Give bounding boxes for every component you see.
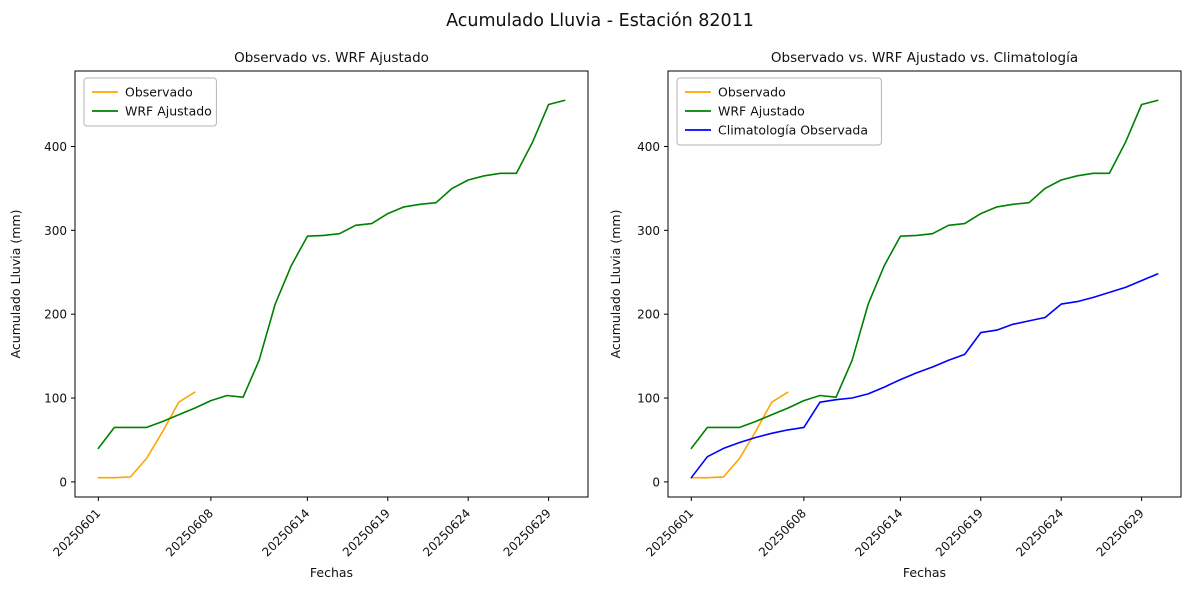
y-tick-label: 300 xyxy=(44,224,67,238)
x-tick-label: 20250614 xyxy=(259,506,312,559)
legend-box xyxy=(83,77,217,127)
legend-box xyxy=(676,77,882,146)
x-tick-label: 20250624 xyxy=(1013,506,1066,559)
x-tick-label: 20250629 xyxy=(1094,506,1147,559)
legend-label: Observado xyxy=(718,85,786,100)
x-tick-label: 20250608 xyxy=(756,506,809,559)
y-tick-label: 400 xyxy=(637,140,660,154)
x-axis-label: Fechas xyxy=(310,565,353,580)
x-tick-label: 20250601 xyxy=(50,506,103,559)
plot-frame xyxy=(74,70,589,498)
x-tick-label: 20250619 xyxy=(340,506,393,559)
series-line-observado xyxy=(690,391,789,479)
y-axis-label: Acumulado Lluvia (mm) xyxy=(8,210,23,359)
x-tick-label: 20250629 xyxy=(501,506,554,559)
plot-frame xyxy=(667,70,1182,498)
y-tick-label: 200 xyxy=(44,308,67,322)
y-tick-label: 200 xyxy=(637,308,660,322)
y-tick-label: 400 xyxy=(44,140,67,154)
y-tick-label: 0 xyxy=(59,475,67,489)
left-subplot: 0 100 200 300 400 20250601 20250608 20250614 202… xyxy=(8,50,589,580)
series-line-wrf-ajustado xyxy=(690,99,1159,450)
y-tick-label: 100 xyxy=(637,392,660,406)
subplot-title: Observado vs. WRF Ajustado vs. Climatolo… xyxy=(771,50,1078,66)
y-tick-label: 0 xyxy=(652,475,660,489)
figure-title: Acumulado Lluvia - Estación 82011 xyxy=(446,11,754,31)
x-tick-label: 20250601 xyxy=(643,506,696,559)
legend-label: Climatología Observada xyxy=(718,123,868,138)
y-tick-label: 100 xyxy=(44,392,67,406)
legend-label: WRF Ajustado xyxy=(718,104,805,119)
x-tick-label: 20250614 xyxy=(852,506,905,559)
legend-label: WRF Ajustado xyxy=(125,104,212,119)
x-tick-label: 20250619 xyxy=(933,506,986,559)
subplot-title: Observado vs. WRF Ajustado xyxy=(234,50,429,66)
series-line-climatología-observada xyxy=(690,273,1159,479)
legend-label: Observado xyxy=(125,85,193,100)
x-axis-label: Fechas xyxy=(903,565,946,580)
series-line-wrf-ajustado xyxy=(97,99,566,450)
x-tick-label: 20250624 xyxy=(420,506,473,559)
x-tick-label: 20250608 xyxy=(163,506,216,559)
y-axis-label: Acumulado Lluvia (mm) xyxy=(608,210,623,359)
series-line-observado xyxy=(97,391,196,479)
y-tick-label: 300 xyxy=(637,224,660,238)
right-subplot: 0 100 200 300 400 20250601 20250608 20250614 202… xyxy=(608,50,1182,580)
